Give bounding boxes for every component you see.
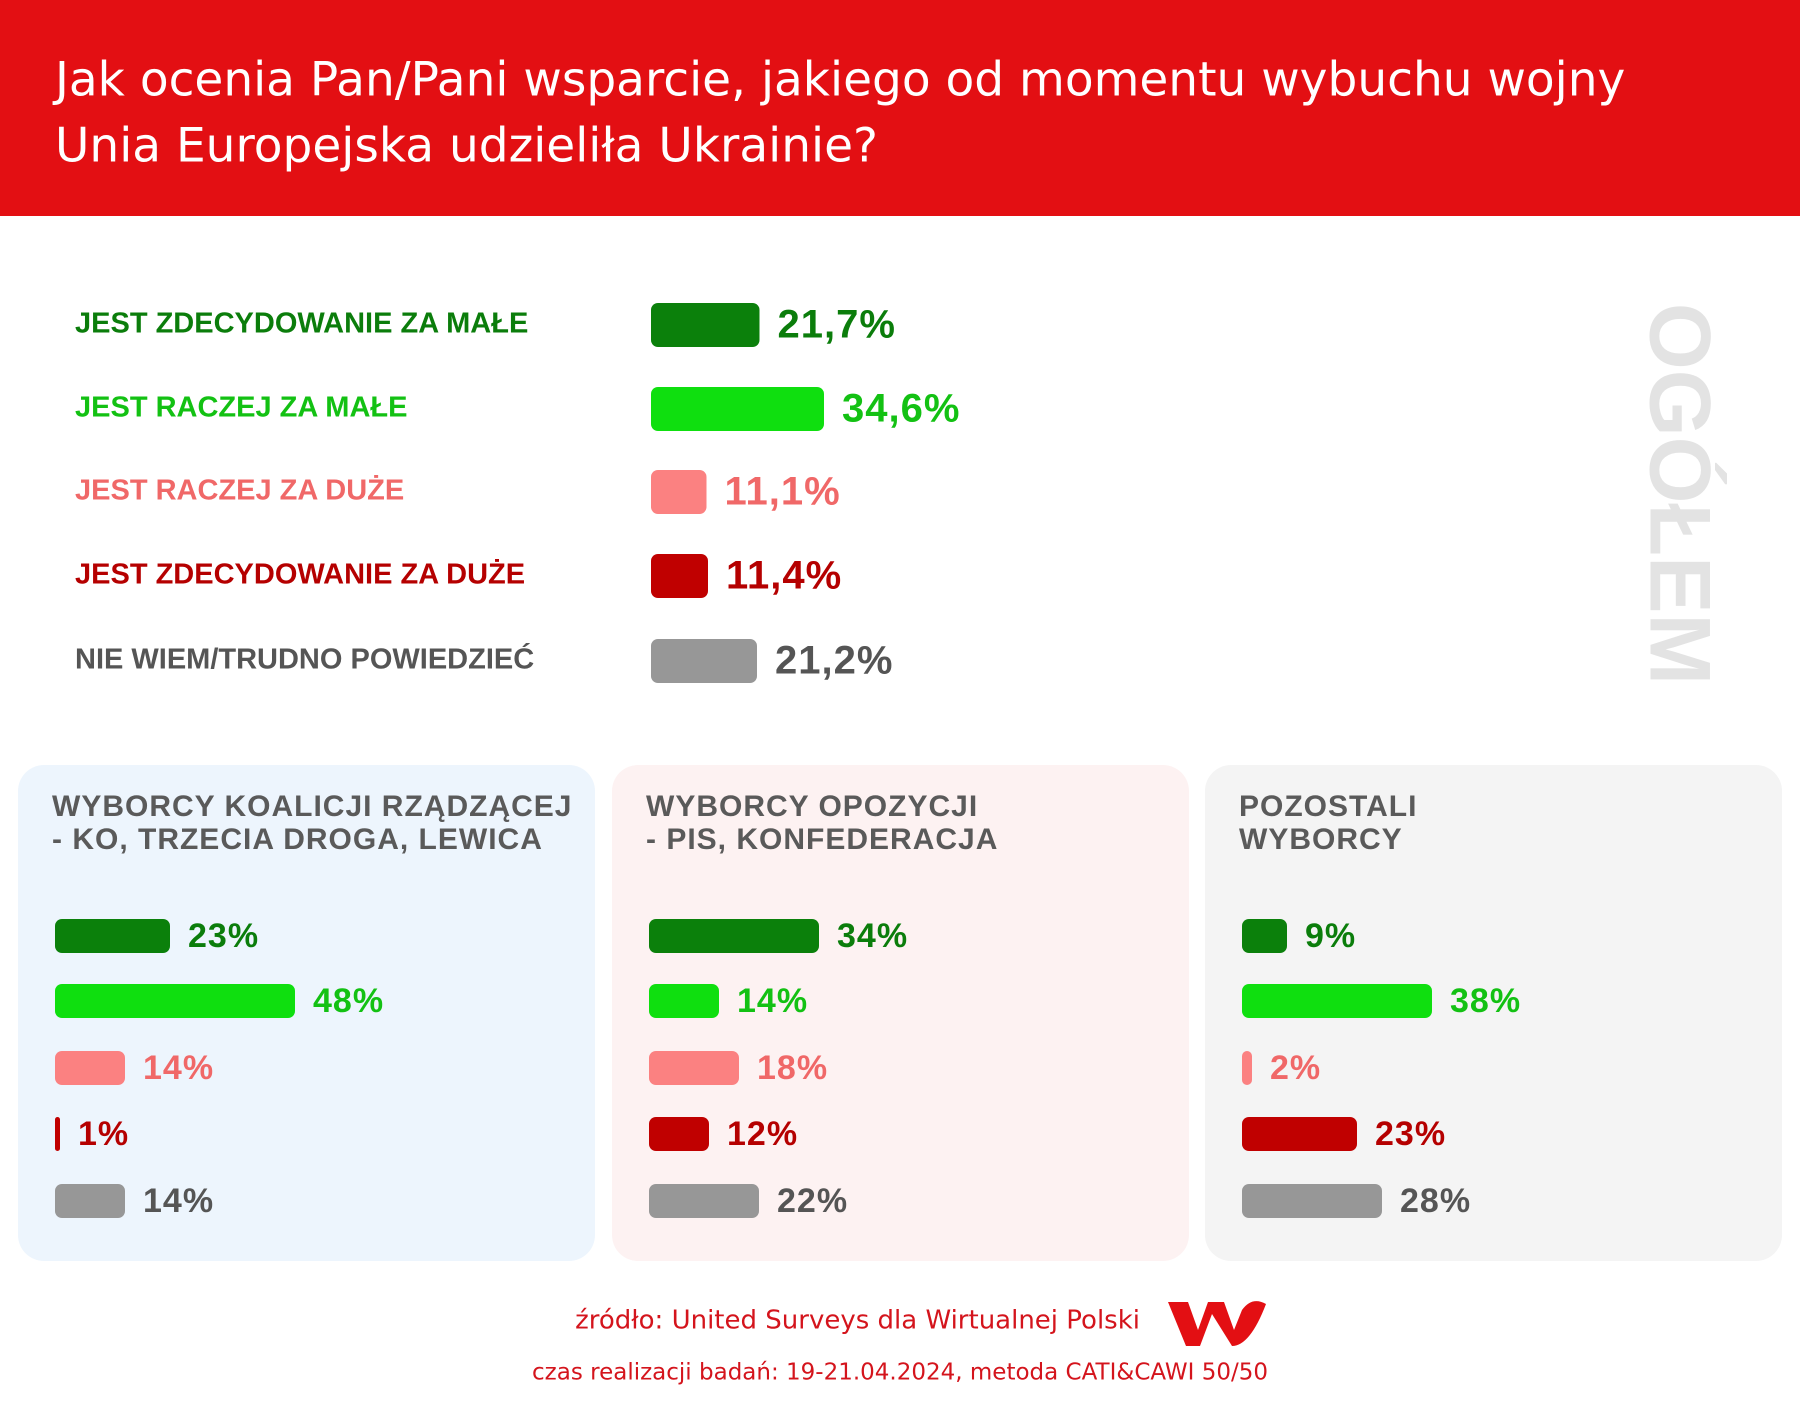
bar (1242, 984, 1432, 1018)
bar (649, 1117, 709, 1151)
panel-title: - PIS, KONFEDERACJA (646, 823, 998, 856)
value-label: 23% (188, 917, 259, 955)
value-label: 22% (777, 1182, 848, 1220)
panel-title: POZOSTALI (1239, 790, 1417, 823)
panel-title: - KO, TRZECIA DROGA, LEWICA (52, 823, 543, 856)
header (0, 0, 1800, 216)
bar (649, 984, 719, 1018)
value-label: 38% (1450, 982, 1521, 1020)
value-label: 11,1% (725, 470, 841, 514)
bar (1242, 1184, 1382, 1218)
value-label: 28% (1400, 1182, 1471, 1220)
logo (1168, 1301, 1266, 1346)
bar (55, 984, 295, 1018)
value-label: 2% (1270, 1049, 1321, 1087)
footer: czas realizacji badań: 19-21.04.2024, me… (532, 1360, 1268, 1386)
category-label: JEST RACZEJ ZA MAŁE (75, 392, 407, 424)
bar (1242, 1117, 1357, 1151)
value-label: 23% (1375, 1115, 1446, 1153)
panel-title: WYBORCY OPOZYCJI (646, 790, 978, 823)
category-label: JEST RACZEJ ZA DUŻE (75, 475, 404, 507)
panel (18, 765, 595, 1261)
bar (649, 1184, 759, 1218)
value-label: 1% (78, 1115, 129, 1153)
value-label: 11,4% (726, 554, 842, 598)
panel-title: WYBORCY (1239, 823, 1403, 856)
value-label: 18% (757, 1049, 828, 1087)
value-label: 12% (727, 1115, 798, 1153)
bar (55, 1051, 125, 1085)
bar (651, 470, 707, 514)
bar (55, 919, 170, 953)
bar (55, 1184, 125, 1218)
section-label: OGÓŁEM (1631, 303, 1727, 685)
bar (651, 303, 760, 347)
bar (649, 919, 819, 953)
value-label: 34,6% (842, 387, 960, 431)
value-label: 14% (143, 1182, 214, 1220)
value-label: 21,7% (778, 303, 896, 347)
panel-title: WYBORCY KOALICJI RZĄDZĄCEJ (52, 790, 572, 823)
title-line: Jak ocenia Pan/Pani wsparcie, jakiego od… (52, 53, 1625, 108)
value-label: 14% (737, 982, 808, 1020)
panel (612, 765, 1189, 1261)
bar (55, 1117, 60, 1151)
category-label: NIE WIEM/TRUDNO POWIEDZIEĆ (75, 642, 534, 676)
bar (651, 554, 708, 598)
value-label: 48% (313, 982, 384, 1020)
title-line: Unia Europejska udzieliła Ukrainie? (55, 119, 878, 174)
value-label: 34% (837, 917, 908, 955)
source: źródło: United Surveys dla Wirtualnej Po… (575, 1306, 1140, 1336)
bar (1242, 1051, 1252, 1085)
category-label: JEST ZDECYDOWANIE ZA DUŻE (75, 559, 525, 591)
bar (651, 387, 824, 431)
value-label: 9% (1305, 917, 1356, 955)
value-label: 14% (143, 1049, 214, 1087)
bar (1242, 919, 1287, 953)
category-label: JEST ZDECYDOWANIE ZA MAŁE (75, 308, 528, 340)
value-label: 21,2% (775, 639, 893, 683)
bar (651, 639, 757, 683)
bar (649, 1051, 739, 1085)
